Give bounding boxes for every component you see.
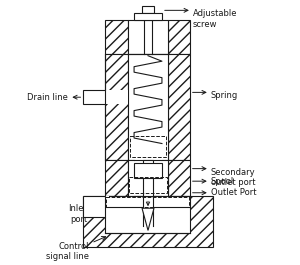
Text: Spool: Spool — [211, 177, 234, 186]
Text: Outlet Port: Outlet Port — [211, 188, 256, 197]
Bar — [83, 196, 213, 247]
Bar — [162, 160, 168, 196]
Text: Spring: Spring — [211, 91, 238, 100]
Bar — [105, 20, 128, 54]
Bar — [168, 160, 190, 196]
Bar — [134, 163, 162, 178]
Bar — [128, 160, 134, 196]
Bar — [106, 197, 189, 207]
Bar — [83, 90, 128, 104]
Text: Drain line: Drain line — [26, 93, 68, 102]
Text: Adjustable
screw: Adjustable screw — [193, 9, 237, 29]
Bar — [134, 13, 162, 20]
Bar — [105, 54, 128, 160]
Bar — [143, 160, 153, 196]
Bar — [130, 136, 166, 157]
Bar — [128, 20, 168, 54]
Bar — [129, 177, 167, 193]
Bar — [168, 20, 190, 54]
Bar — [105, 196, 190, 233]
Bar — [105, 160, 128, 196]
Bar — [83, 196, 105, 217]
Bar — [83, 196, 109, 217]
Bar — [168, 54, 190, 160]
Text: Inlet
port: Inlet port — [68, 204, 87, 224]
Polygon shape — [142, 208, 154, 230]
Text: Secondary
outlet port: Secondary outlet port — [211, 168, 255, 187]
Text: Control
signal line: Control signal line — [46, 242, 89, 261]
Bar — [142, 6, 154, 13]
Bar — [128, 54, 168, 160]
Bar — [83, 90, 105, 104]
